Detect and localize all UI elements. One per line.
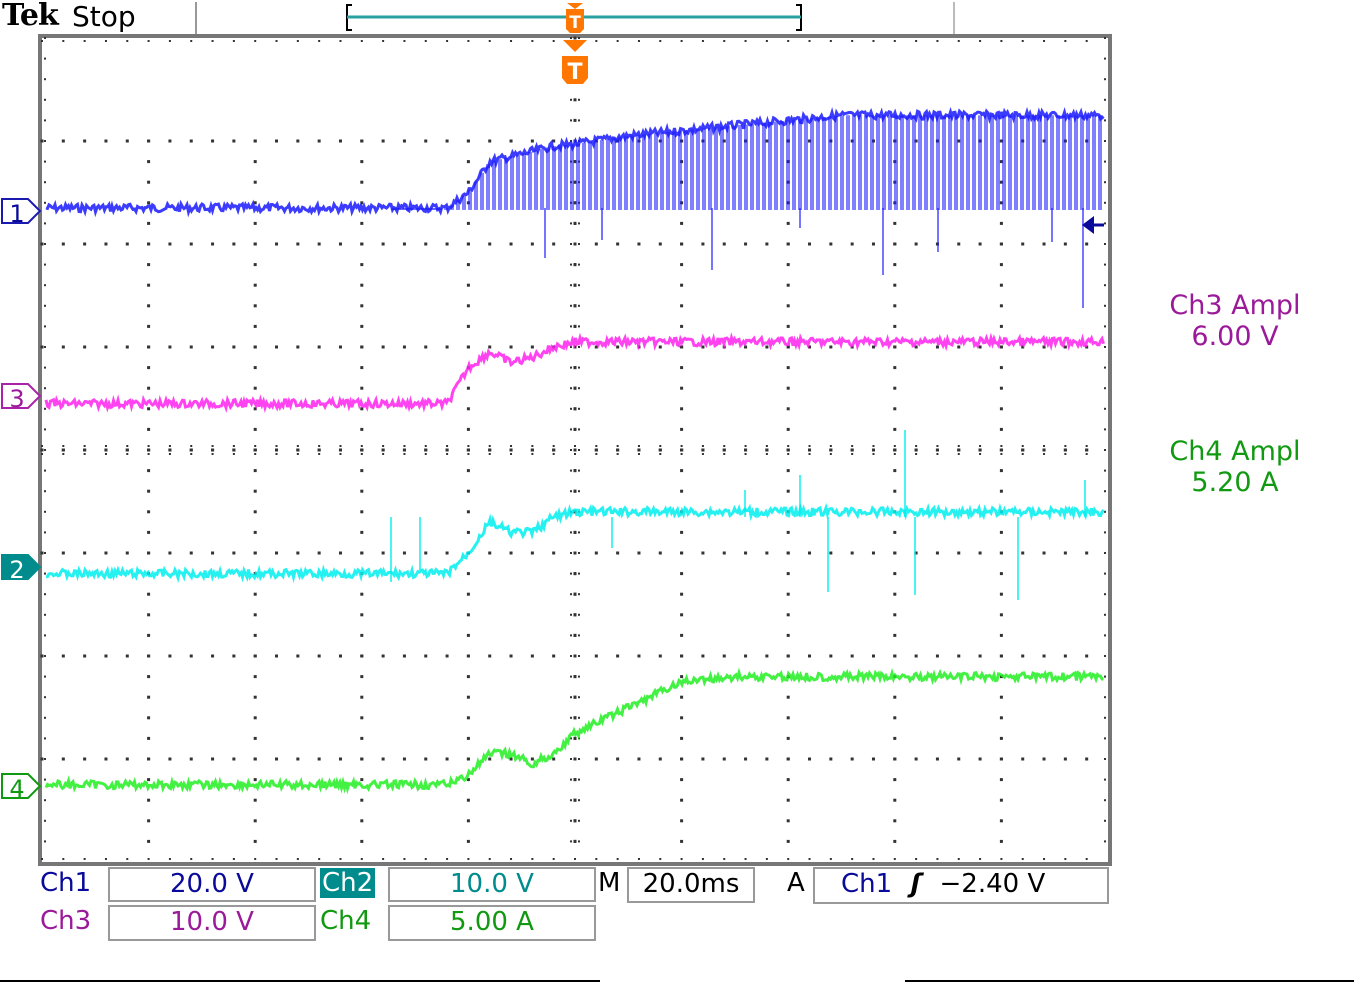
waveform-1 — [45, 106, 1105, 308]
svg-text:4: 4 — [9, 775, 24, 803]
svg-text:2: 2 — [9, 556, 24, 584]
footer-divider — [905, 980, 1354, 982]
measurement-label: Ch4 Ampl — [1169, 436, 1301, 467]
trigger-level: −2.40 V — [939, 869, 1046, 899]
svg-text:1: 1 — [9, 200, 24, 228]
brand-logo: Tek — [2, 0, 59, 33]
ch3-label: Ch3 — [40, 906, 92, 936]
ch2-label: Ch2 — [320, 868, 376, 898]
header-divider — [953, 2, 955, 34]
ch3-ground-marker[interactable]: 3 — [1, 383, 42, 413]
trigger-position-icon: T — [566, 3, 584, 33]
svg-text:T: T — [569, 13, 581, 33]
measurement-value: 5.20 A — [1191, 467, 1279, 498]
measurement-ch3-ampl: Ch3 Ampl 6.00 V — [1135, 290, 1335, 352]
trigger-mode: A — [787, 868, 805, 898]
ch4-scale[interactable]: 5.00 A — [388, 905, 596, 941]
rising-edge-icon: ʃ — [910, 869, 922, 899]
trigger-settings[interactable]: Ch1 ʃ −2.40 V — [813, 867, 1109, 904]
measurement-ch4-ampl: Ch4 Ampl 5.20 A — [1135, 436, 1335, 498]
trigger-source: Ch1 — [841, 869, 893, 899]
acquisition-state: Stop — [72, 0, 136, 33]
svg-text:3: 3 — [9, 385, 24, 413]
ch4-ground-marker[interactable]: 4 — [1, 773, 42, 803]
footer-divider — [0, 980, 600, 982]
trigger-level-icon — [1082, 216, 1104, 234]
trigger-marker-icon: T — [562, 40, 588, 85]
waveform-4 — [44, 667, 1104, 795]
measurement-label: Ch3 Ampl — [1169, 290, 1301, 321]
svg-text:T: T — [567, 60, 582, 85]
measurement-value: 6.00 V — [1191, 321, 1279, 352]
ch2-scale[interactable]: 10.0 V — [388, 867, 596, 902]
ch1-label: Ch1 — [40, 868, 92, 898]
ch1-scale[interactable]: 20.0 V — [108, 867, 316, 902]
ch4-label: Ch4 — [320, 906, 372, 936]
timebase-value[interactable]: 20.0ms — [627, 867, 755, 903]
ch2-ground-marker[interactable]: 2 — [1, 554, 42, 584]
header-divider — [195, 2, 197, 34]
ch1-ground-marker[interactable]: 1 — [1, 198, 42, 228]
waveform-3 — [45, 430, 1105, 600]
waveform-2 — [44, 332, 1105, 414]
ch3-scale[interactable]: 10.0 V — [108, 905, 316, 941]
timebase-label: M — [598, 868, 621, 898]
